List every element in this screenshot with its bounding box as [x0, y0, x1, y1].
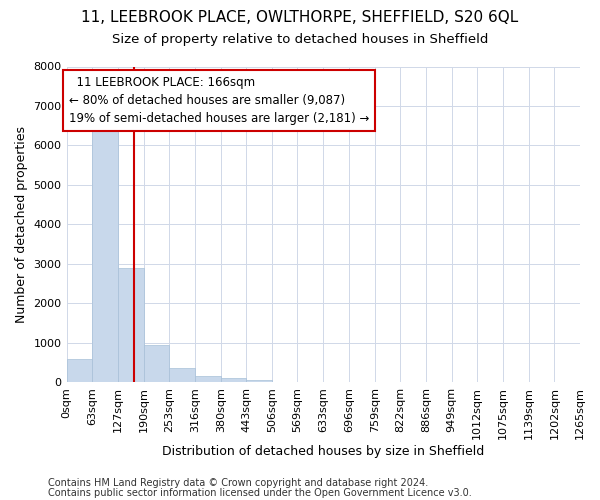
Bar — [247, 380, 272, 382]
Text: Size of property relative to detached houses in Sheffield: Size of property relative to detached ho… — [112, 32, 488, 46]
X-axis label: Distribution of detached houses by size in Sheffield: Distribution of detached houses by size … — [162, 444, 484, 458]
Bar — [221, 378, 247, 382]
Text: Contains HM Land Registry data © Crown copyright and database right 2024.: Contains HM Land Registry data © Crown c… — [48, 478, 428, 488]
Bar — [67, 359, 92, 382]
Bar — [118, 268, 143, 382]
Bar — [143, 344, 169, 382]
Text: Contains public sector information licensed under the Open Government Licence v3: Contains public sector information licen… — [48, 488, 472, 498]
Text: 11 LEEBROOK PLACE: 166sqm  
← 80% of detached houses are smaller (9,087)
19% of : 11 LEEBROOK PLACE: 166sqm ← 80% of detac… — [68, 76, 369, 126]
Y-axis label: Number of detached properties: Number of detached properties — [15, 126, 28, 323]
Bar — [169, 368, 195, 382]
Text: 11, LEEBROOK PLACE, OWLTHORPE, SHEFFIELD, S20 6QL: 11, LEEBROOK PLACE, OWLTHORPE, SHEFFIELD… — [82, 10, 518, 25]
Bar — [195, 376, 221, 382]
Bar — [92, 130, 118, 382]
